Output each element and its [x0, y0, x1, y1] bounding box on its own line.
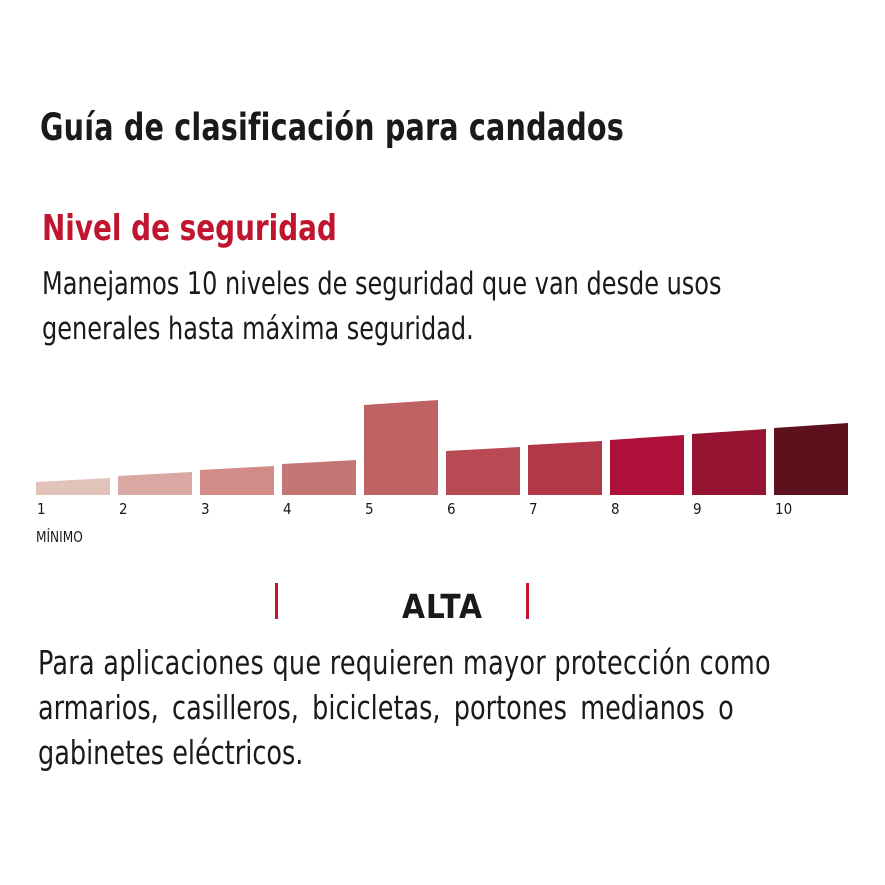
level-bar-4 [282, 460, 356, 495]
level-divider-left [275, 583, 278, 619]
level-bar-7 [528, 441, 602, 495]
level-bar-8 [610, 435, 684, 495]
page-title: Guía de clasificación para candados [40, 106, 624, 149]
level-description-line: Para aplicaciones que requieren mayor pr… [38, 643, 771, 682]
level-bar-1 [36, 478, 110, 495]
description-line: generales hasta máxima seguridad. [42, 311, 474, 347]
section-subtitle: Nivel de seguridad [42, 208, 337, 249]
level-label: 10 [775, 500, 793, 518]
level-description-line: armarios, casilleros, bicicletas, porton… [38, 688, 734, 727]
level-label: 3 [201, 500, 210, 518]
level-label: 9 [693, 500, 702, 518]
level-label: 6 [447, 500, 456, 518]
level-bar-5 [364, 400, 438, 495]
level-label: 4 [283, 500, 292, 518]
level-bar-2 [118, 472, 192, 495]
level-label: 7 [529, 500, 538, 518]
level-label: 2 [119, 500, 128, 518]
level-description: Para aplicaciones que requieren mayor pr… [38, 640, 771, 775]
level-label: 5 [365, 500, 374, 518]
level-bar-6 [446, 447, 520, 495]
level-label: 8 [611, 500, 620, 518]
level-bar-3 [200, 466, 274, 495]
level-description-line: gabinetes eléctricos. [38, 733, 304, 772]
minimum-label: MÍNIMO [36, 528, 83, 546]
section-description: Manejamos 10 niveles de seguridad que va… [42, 262, 721, 352]
level-name: ALTA [401, 587, 484, 626]
level-divider-right [526, 583, 529, 619]
level-bar-9 [692, 429, 766, 495]
security-level-scale [36, 400, 848, 495]
level-bar-10 [774, 423, 848, 495]
level-label: 1 [37, 500, 46, 518]
description-line: Manejamos 10 niveles de seguridad que va… [42, 266, 722, 302]
